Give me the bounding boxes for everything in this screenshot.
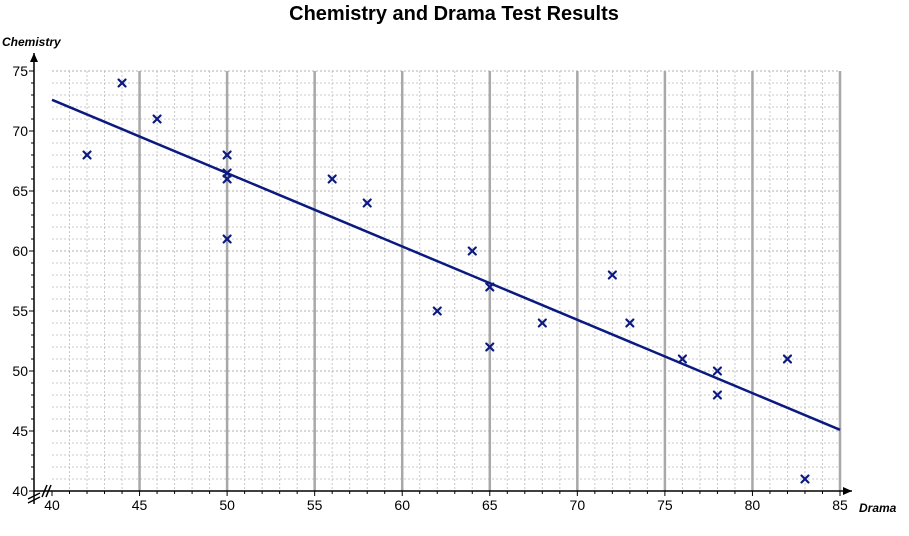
grid xyxy=(52,70,842,491)
data-point xyxy=(677,354,688,364)
data-points xyxy=(82,78,810,484)
x-tick-label: 50 xyxy=(219,497,235,513)
y-tick-label: 70 xyxy=(12,123,28,139)
data-point xyxy=(362,198,372,208)
data-point xyxy=(222,234,232,244)
x-tick-label: 75 xyxy=(657,497,673,513)
x-axis-break xyxy=(41,484,48,498)
data-point xyxy=(537,318,547,328)
x-tick-label: 45 xyxy=(132,497,148,513)
data-point xyxy=(432,306,442,316)
x-axis-label: Drama xyxy=(859,501,897,515)
data-point xyxy=(485,342,495,352)
axes xyxy=(27,53,852,504)
y-axis-arrow xyxy=(30,53,38,62)
y-axis-break xyxy=(27,492,41,500)
y-axis-label: Chemistry xyxy=(2,35,62,49)
y-tick-label: 50 xyxy=(12,363,28,379)
trend-line-group xyxy=(51,98,841,431)
data-point xyxy=(800,474,810,484)
data-point xyxy=(117,78,127,88)
x-tick-label: 40 xyxy=(44,497,60,513)
y-tick-label: 55 xyxy=(12,303,28,319)
y-tick-label: 45 xyxy=(12,423,28,439)
y-tick-label: 75 xyxy=(12,63,28,79)
x-tick-label: 80 xyxy=(745,497,761,513)
y-tick-label: 40 xyxy=(12,483,28,499)
chart-title: Chemistry and Drama Test Results xyxy=(289,3,619,25)
tick-labels: 40 45 50 55 60 65 70 75 80 85 40 45 50 55 60 65 70 75 xyxy=(12,63,848,513)
x-tick-label: 55 xyxy=(307,497,323,513)
data-point xyxy=(712,390,723,400)
data-point xyxy=(152,114,162,124)
y-tick-label: 60 xyxy=(12,243,28,259)
data-point xyxy=(222,150,232,160)
x-axis-break xyxy=(45,484,52,498)
data-point xyxy=(782,354,793,364)
data-point xyxy=(625,318,635,328)
y-axis-break xyxy=(27,496,41,504)
x-tick-label: 70 xyxy=(570,497,586,513)
x-tick-label: 85 xyxy=(832,497,848,513)
data-point xyxy=(82,150,92,160)
data-point xyxy=(607,270,617,280)
data-point xyxy=(467,246,477,256)
data-point xyxy=(222,168,232,178)
data-point xyxy=(485,282,495,292)
data-point xyxy=(327,174,337,184)
x-tick-label: 65 xyxy=(482,497,498,513)
y-tick-label: 65 xyxy=(12,183,28,199)
trend-line xyxy=(51,98,841,431)
x-axis-arrow xyxy=(843,487,852,495)
x-tick-label: 60 xyxy=(394,497,410,513)
data-point xyxy=(712,366,723,376)
